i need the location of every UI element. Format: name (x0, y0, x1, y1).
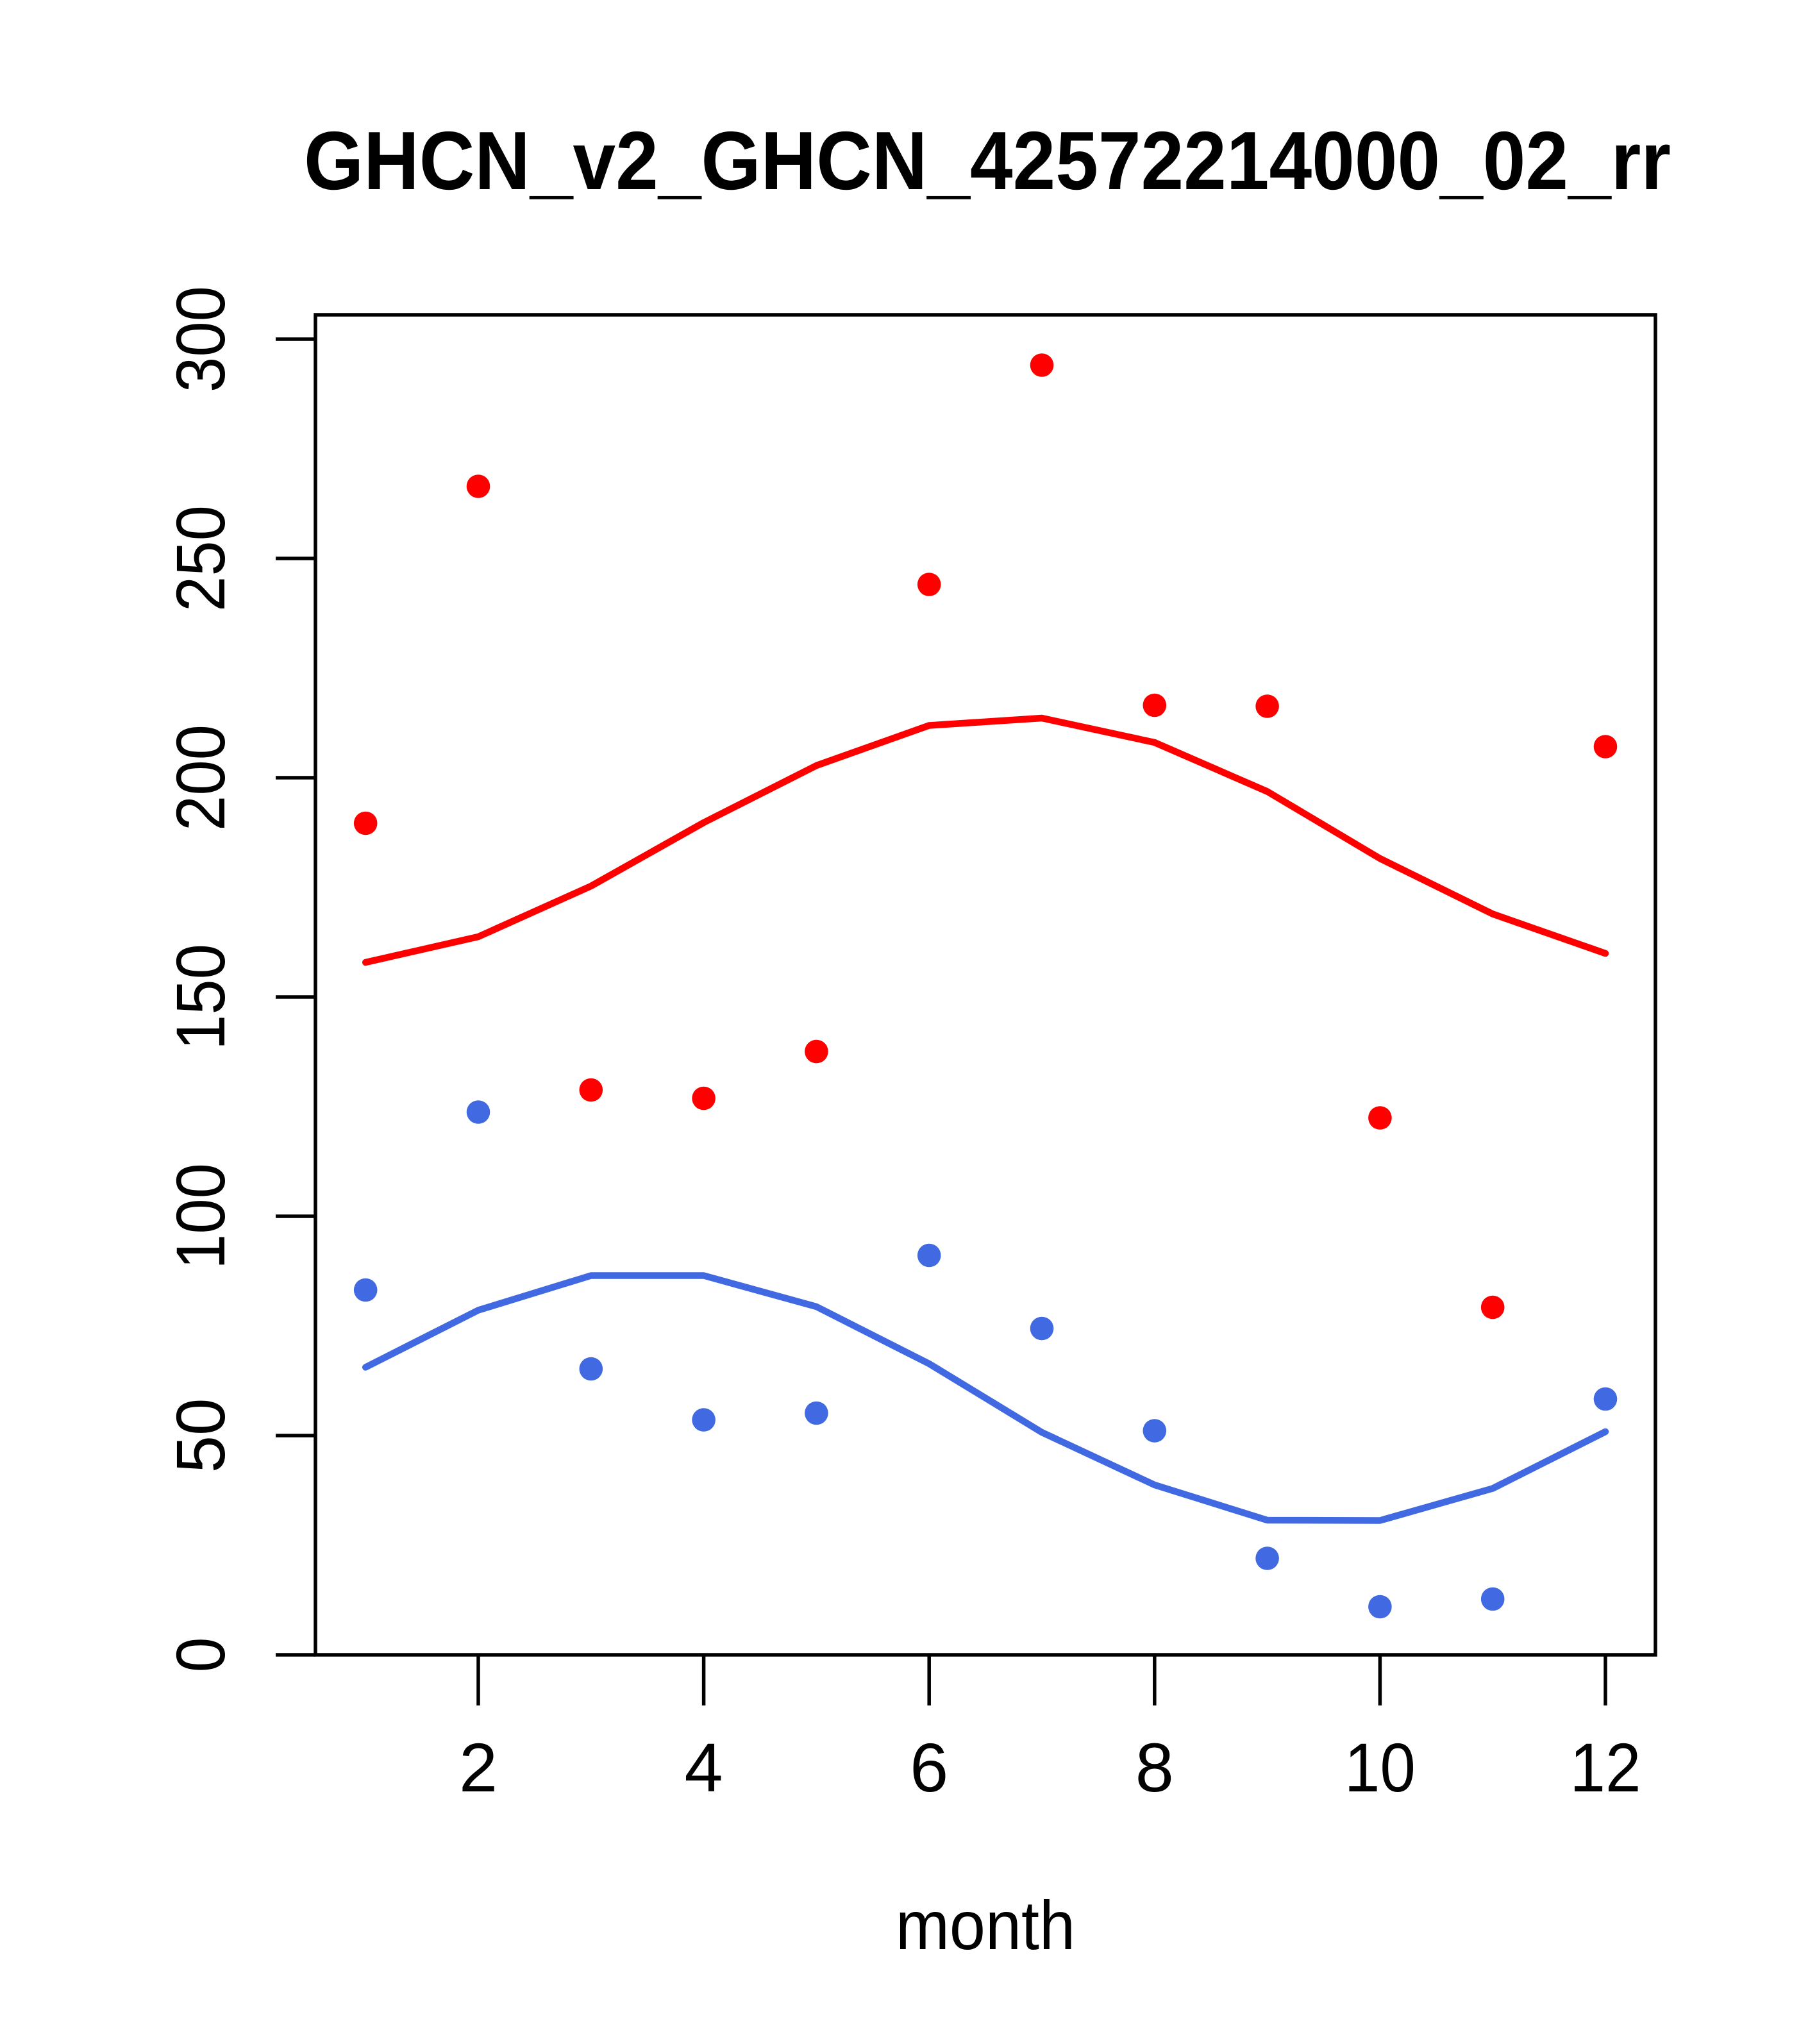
svg-text:0: 0 (162, 1638, 239, 1673)
svg-text:150: 150 (162, 944, 239, 1050)
svg-text:300: 300 (162, 286, 239, 392)
svg-text:4: 4 (685, 1729, 723, 1806)
svg-text:50: 50 (162, 1398, 239, 1473)
svg-text:100: 100 (162, 1163, 239, 1269)
svg-text:6: 6 (910, 1729, 948, 1806)
svg-text:2: 2 (459, 1729, 498, 1806)
svg-text:10: 10 (1344, 1729, 1416, 1806)
svg-text:8: 8 (1135, 1729, 1174, 1806)
svg-text:12: 12 (1570, 1729, 1641, 1806)
svg-text:200: 200 (162, 725, 239, 831)
svg-text:GHCN_v2_GHCN_42572214000_02_rr: GHCN_v2_GHCN_42572214000_02_rr (304, 115, 1671, 207)
svg-text:250: 250 (162, 505, 239, 612)
svg-text:month: month (896, 1886, 1075, 1964)
